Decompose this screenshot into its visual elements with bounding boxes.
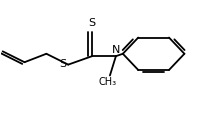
Text: S: S (88, 18, 96, 28)
Text: S: S (59, 59, 66, 69)
Text: N: N (112, 45, 120, 55)
Text: CH₃: CH₃ (99, 77, 117, 87)
